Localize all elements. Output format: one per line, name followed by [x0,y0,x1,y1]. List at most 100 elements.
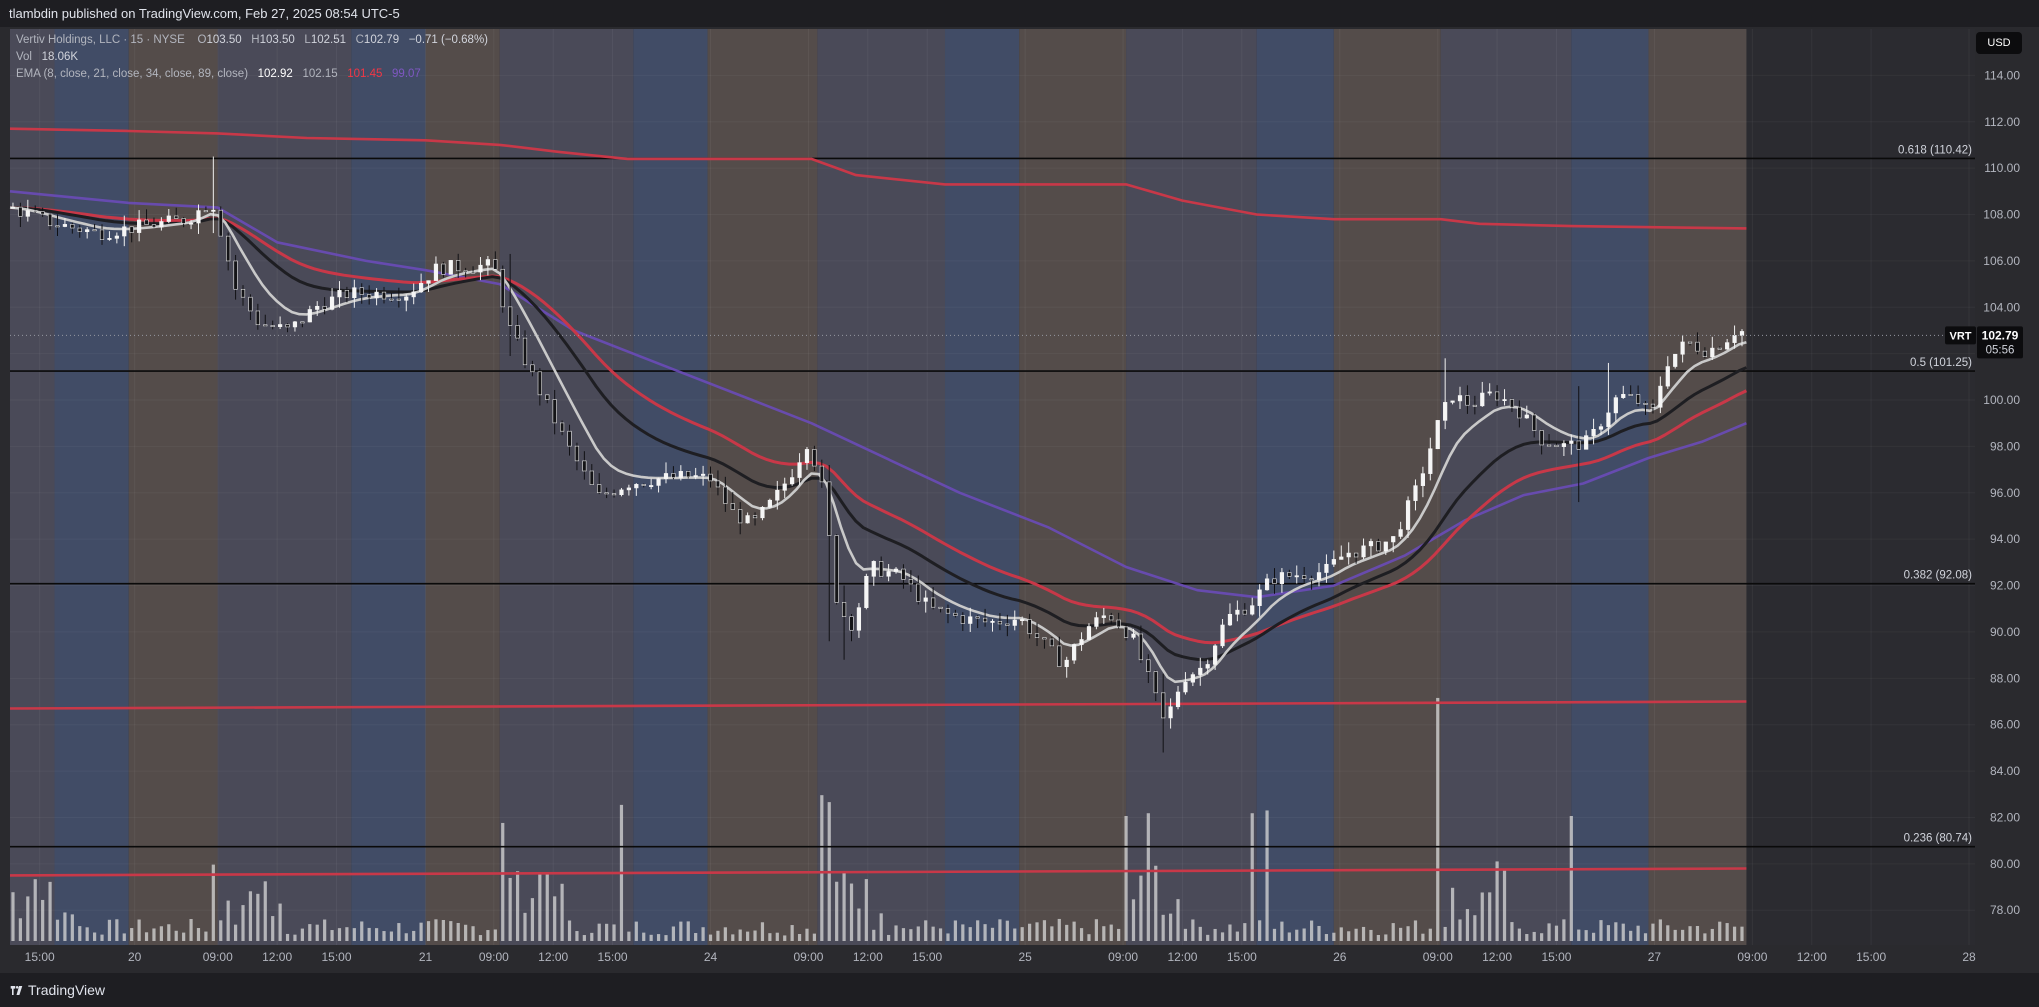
volume-bar [1339,927,1343,941]
currency-button[interactable]: USD [1976,32,2022,54]
moving-averages [9,127,1748,877]
time-tick-label: 12:00 [262,950,292,964]
time-tick-label: 15:00 [1541,950,1571,964]
volume-bar [1732,926,1737,941]
footer-bar: TradingView [0,973,2039,1007]
bar-countdown: 05:56 [1986,344,2015,356]
candle-body [1213,645,1218,665]
symbol-description[interactable]: Vertiv Holdings, LLC · 15 · NYSE [16,34,185,46]
candle-body [1316,572,1322,580]
volume-bar [597,923,601,941]
candle-body [1086,626,1092,640]
symbol-tag-box [1945,326,1976,345]
time-axis[interactable]: 15:00 20 09:00 12:00 15:00 21 09:00 12:00 15:00 2… [0,945,2039,973]
candle-body [1220,624,1225,647]
candle-body [604,492,609,495]
candle-body [864,575,869,608]
candle-body [114,235,119,239]
publish-text: tlambdin published on TradingView.com, F… [9,6,400,21]
candle-body [901,568,906,580]
volume-bar [1220,932,1225,941]
candle-body [500,268,505,308]
volume-bar [337,928,342,941]
candle-body [1383,541,1388,552]
time-tick-label: 28 [1962,950,1976,964]
tradingview-logo-icon[interactable] [10,985,23,995]
volume-bar [887,934,891,941]
candle-body [1628,394,1633,396]
candle-body [1079,639,1084,645]
candle-body [1034,633,1040,638]
volume-bar [1651,923,1655,941]
candle-body [1012,619,1017,626]
volume-bar [590,932,594,941]
candle-body [745,515,750,524]
chart-frame[interactable]: 0.618 (110.42) 0.5 (101.25) 0.382 (92.08) 0… [0,27,2039,973]
volume-bar [33,879,37,941]
volume-bar [26,896,30,941]
fib-label: 0.236 (80.74) [1904,833,1973,845]
candle-body [396,298,401,301]
volume-bar [1569,816,1573,941]
candle-body [559,422,565,432]
volume-bar [1621,923,1625,941]
time-tick-label: 12:00 [1167,950,1197,964]
volume-bar [716,930,720,941]
candle-body [441,263,446,275]
candle-body [174,215,179,219]
sma-mid-line [9,700,1747,710]
candle-body [226,235,231,262]
volume-bar [55,919,60,941]
volume-bar [746,931,750,941]
candle-body [1250,605,1255,615]
session-band [1019,29,1127,945]
ema-label[interactable]: EMA (8, close, 21, close, 34, close, 89,… [16,68,249,80]
tradingview-brand[interactable]: TradingView [28,982,106,998]
candle-body [218,209,223,237]
volume-bar [1228,924,1232,941]
volume-bar [167,924,171,941]
volume-bar [686,921,690,941]
volume-bar [924,920,928,941]
price-axis[interactable]: 78.00 80.00 82.00 84.00 86.00 88.00 90.00 92.00… [1975,27,2039,973]
price-chart[interactable]: 0.618 (110.42) 0.5 (101.25) 0.382 (92.08) 0… [0,27,2039,973]
candle-body [841,602,847,617]
candle-body [916,583,921,602]
volume-bar [426,921,431,941]
volume-bar [1629,930,1633,941]
volume-bar [545,873,549,941]
candle-body [723,486,728,504]
change-value: −0.71 (−0.68%) [408,34,488,46]
fib-levels[interactable]: 0.618 (110.42) 0.5 (101.25) 0.382 (92.08) 0… [10,144,1975,848]
volume-bar [1488,892,1492,941]
candle-body [1413,485,1418,501]
candle-body [1235,609,1240,615]
volume-bar [642,932,646,941]
session-backgrounds [10,29,1975,945]
candle-body [663,473,669,479]
volume-bar [1391,923,1395,941]
volume-bar [1718,921,1722,941]
volume-bar [1369,929,1373,941]
session-band [128,29,218,945]
volume-bar [582,935,586,941]
volume-bar [374,928,379,941]
session-band [945,29,1020,945]
candle-body [381,291,387,300]
volume-bar [990,927,995,941]
candle-body [797,462,802,478]
candle-body [834,535,839,603]
time-tick-label: 09:00 [1108,950,1138,964]
volume-bar [953,920,957,941]
close-value: 102.79 [363,34,400,46]
candle-body [1146,659,1151,672]
volume-bar [1139,875,1143,941]
price-tick-label: 88.00 [1990,671,2020,685]
candle-body [982,617,988,623]
candle-body [1509,399,1515,408]
volume-bar [300,928,304,941]
candle-body [62,224,68,227]
volume-bar [1013,928,1017,941]
volume-bar [78,926,82,941]
volume-label[interactable]: Vol [16,51,32,63]
